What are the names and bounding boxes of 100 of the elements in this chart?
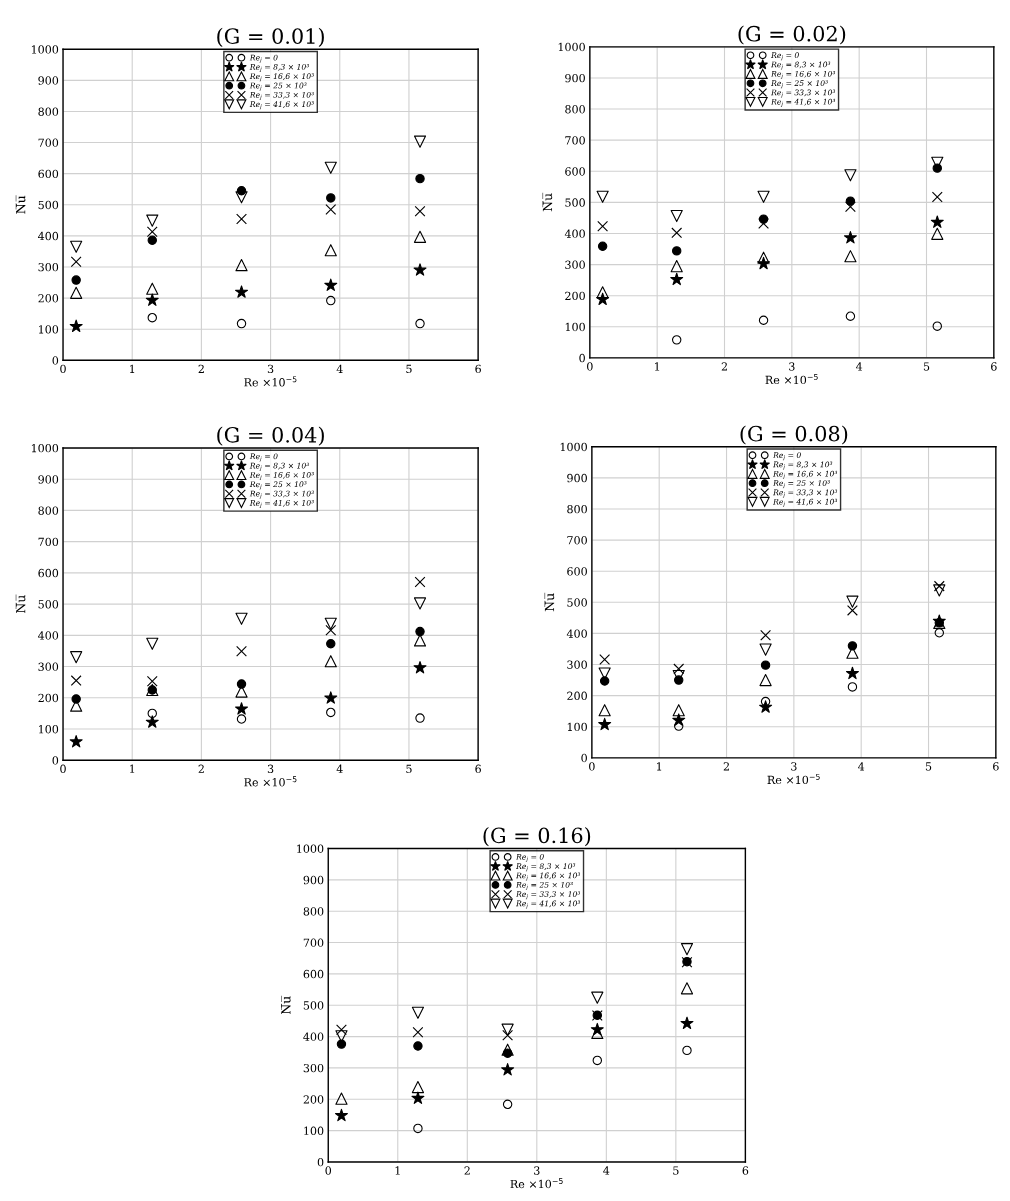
- x-tick-label: 4: [336, 364, 343, 373]
- y-tick-label: 1000: [560, 442, 587, 452]
- x-tick-label: 4: [855, 362, 863, 371]
- x-tick-label: 4: [336, 764, 343, 773]
- y-tick-label: 500: [567, 598, 587, 607]
- x-tick-label: 4: [858, 762, 865, 771]
- y-tick-label: 200: [567, 691, 587, 700]
- x-tick-label: 6: [475, 764, 481, 773]
- y-tick-label: 300: [38, 262, 59, 272]
- x-tick-label: 2: [723, 762, 729, 771]
- y-tick-label: 300: [565, 260, 585, 269]
- x-tick-label: 0: [60, 364, 66, 374]
- y-tick-label: 800: [567, 504, 587, 514]
- y-tick-label: 500: [38, 200, 59, 210]
- x-tick-label: 4: [603, 1166, 610, 1175]
- x-tick-label: 3: [267, 364, 274, 374]
- x-tick-label: 6: [991, 362, 997, 371]
- x-tick-label: 3: [534, 1166, 540, 1175]
- x-axis-title: Re ×10$^{−5}$: [510, 1178, 563, 1189]
- y-tick-label: 0: [581, 753, 587, 763]
- y-tick-label: 900: [565, 73, 585, 83]
- x-tick-label: 5: [673, 1166, 679, 1175]
- y-tick-label: 200: [38, 294, 59, 303]
- x-tick-label: 6: [993, 762, 999, 771]
- y-tick-label: 1000: [31, 443, 59, 453]
- y-tick-label: 1000: [558, 42, 585, 52]
- x-tick-label: 5: [406, 364, 412, 374]
- y-tick-label: 800: [38, 107, 59, 116]
- y-tick-label: 400: [303, 1032, 324, 1041]
- x-tick-label: 1: [657, 762, 662, 771]
- x-tick-label: 0: [325, 1166, 332, 1175]
- y-axis-title: N̅u̅: [544, 592, 555, 612]
- y-tick-label: 700: [565, 136, 585, 145]
- y-tick-label: 400: [564, 229, 585, 238]
- y-tick-label: 0: [52, 756, 59, 765]
- x-tick-label: 1: [395, 1166, 400, 1175]
- y-tick-label: 300: [303, 1063, 324, 1073]
- y-tick-label: 300: [567, 660, 587, 669]
- y-tick-label: 400: [37, 631, 59, 640]
- y-tick-label: 900: [567, 473, 587, 483]
- chart-title: (G = 0.16): [483, 827, 591, 847]
- y-tick-label: 600: [565, 167, 585, 176]
- y-tick-label: 200: [38, 693, 59, 703]
- x-tick-label: 5: [406, 764, 412, 773]
- x-tick-label: 3: [789, 362, 795, 371]
- x-tick-label: 2: [198, 764, 204, 773]
- y-tick-label: 900: [303, 875, 324, 885]
- y-tick-label: 400: [566, 629, 587, 638]
- y-tick-label: 800: [38, 506, 59, 515]
- x-tick-label: 3: [267, 764, 274, 773]
- y-tick-label: 700: [38, 537, 59, 547]
- y-tick-label: 900: [38, 76, 59, 85]
- y-tick-label: 800: [303, 907, 324, 916]
- chart-title: (G = 0.01): [217, 27, 324, 47]
- x-tick-label: 1: [654, 362, 660, 371]
- y-axis-title: N̅u̅: [15, 594, 26, 613]
- y-axis-title: N̅u̅: [281, 995, 291, 1015]
- y-tick-label: 100: [567, 722, 587, 732]
- x-tick-label: 0: [587, 362, 593, 371]
- y-tick-label: 1000: [297, 844, 324, 853]
- x-axis-title: Re ×10$^{−5}$: [244, 376, 297, 387]
- y-tick-label: 500: [38, 600, 59, 609]
- x-tick-label: 2: [464, 1166, 470, 1175]
- y-axis-title: N̅u̅: [15, 195, 26, 214]
- x-tick-label: 0: [589, 762, 595, 771]
- y-tick-label: 100: [39, 325, 59, 334]
- y-tick-label: 800: [565, 105, 585, 114]
- y-tick-label: 900: [38, 475, 59, 484]
- y-tick-label: 700: [303, 938, 324, 947]
- x-tick-label: 2: [721, 362, 727, 371]
- x-tick-label: 2: [198, 364, 204, 373]
- y-tick-label: 200: [303, 1095, 324, 1104]
- chart-title: (G = 0.04): [217, 426, 324, 446]
- y-tick-label: 400: [37, 231, 59, 241]
- y-tick-label: 0: [579, 353, 585, 363]
- y-tick-label: 200: [565, 291, 585, 301]
- x-tick-label: 3: [791, 762, 797, 771]
- y-tick-label: 700: [38, 138, 59, 147]
- y-tick-label: 600: [567, 567, 587, 576]
- y-tick-label: 600: [38, 568, 59, 578]
- x-axis-title: Re ×10$^{−5}$: [244, 776, 297, 787]
- y-axis-title: N̅u̅: [542, 192, 553, 212]
- y-tick-label: 0: [317, 1157, 324, 1167]
- y-tick-label: 600: [303, 969, 324, 979]
- chart-title: (G = 0.02): [738, 25, 846, 45]
- x-tick-label: 6: [742, 1166, 749, 1175]
- x-axis-title: Re ×10$^{−5}$: [767, 773, 820, 785]
- y-tick-label: 100: [39, 724, 59, 734]
- y-tick-label: 500: [303, 1001, 324, 1010]
- y-tick-label: 300: [38, 662, 59, 671]
- x-tick-label: 1: [130, 764, 135, 773]
- x-tick-label: 6: [475, 364, 481, 374]
- x-tick-label: 5: [923, 362, 930, 371]
- x-tick-label: 0: [60, 764, 66, 773]
- y-tick-label: 100: [565, 322, 585, 332]
- y-tick-label: 0: [52, 356, 59, 365]
- x-tick-label: 5: [925, 762, 932, 771]
- x-axis-title: Re ×10$^{−5}$: [765, 374, 818, 385]
- x-tick-label: 1: [130, 364, 135, 373]
- y-tick-label: 500: [565, 198, 585, 207]
